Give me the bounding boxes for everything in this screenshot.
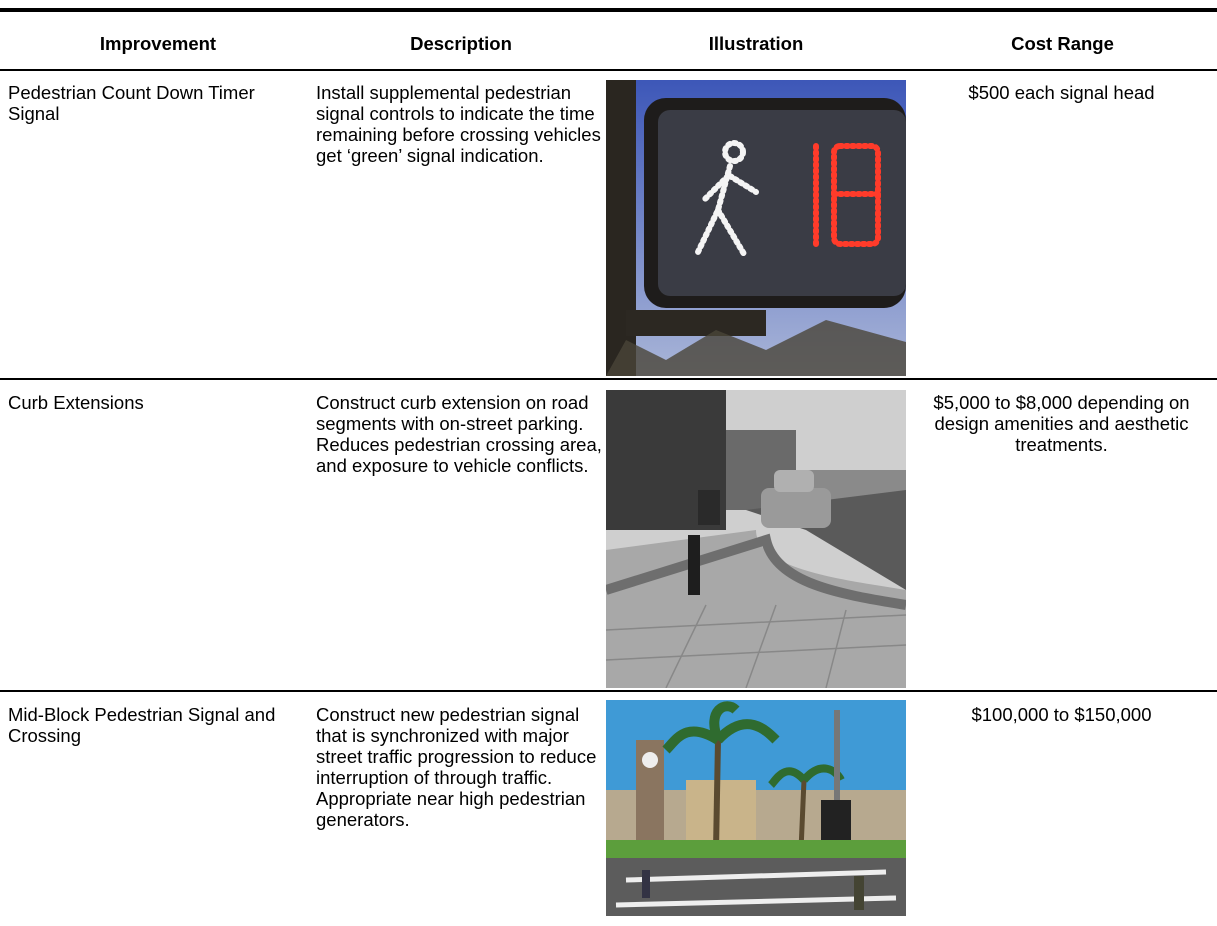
illustration-curb-extension <box>606 390 906 688</box>
header-cell: Cost Range <box>1011 33 1114 54</box>
description: Construct curb extension on road segment… <box>316 392 602 476</box>
header-cell: Illustration <box>708 33 804 54</box>
cost: $5,000 to $8,000 depending on design ame… <box>933 392 1190 455</box>
improvement: Mid-Block Pedestrian Signal and Crossing <box>8 704 276 746</box>
illustration-midblock-crossing <box>606 700 906 916</box>
description: Install supplemental pedestrian signal c… <box>316 82 601 166</box>
improvement: Curb Extensions <box>8 392 144 413</box>
cost: $500 each signal head <box>968 82 1155 103</box>
row-rule <box>0 378 1217 380</box>
header-cell: Improvement <box>99 33 217 54</box>
header-cell: Description <box>410 33 512 54</box>
cost: $100,000 to $150,000 <box>971 704 1152 725</box>
illustration-countdown-signal <box>606 80 906 376</box>
improvement: Pedestrian Count Down Timer Signal <box>8 82 255 124</box>
description: Construct new pedestrian signal that is … <box>316 704 597 830</box>
row-rule <box>0 690 1217 692</box>
header-rule <box>0 69 1217 71</box>
top-rule <box>0 8 1217 12</box>
